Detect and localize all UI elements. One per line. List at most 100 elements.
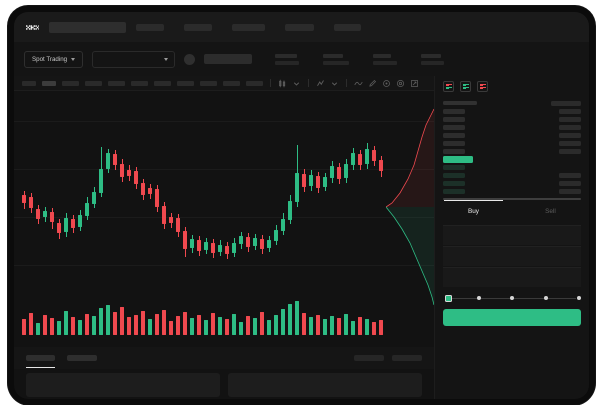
candle-body-10 [92,192,96,204]
bottom-tab-order-history[interactable] [67,355,97,361]
price-chart[interactable] [14,91,434,347]
volume-bar-46 [344,314,348,335]
candle-body-27 [211,243,215,253]
global-search-input[interactable] [49,21,126,33]
fullscreen-icon[interactable] [410,79,419,88]
settings-icon[interactable] [396,79,405,88]
candlestick-series [14,91,434,291]
gridline-0 [14,121,434,122]
orderbook-layout-asks-icon[interactable] [477,81,488,92]
order-field-price[interactable] [443,225,581,245]
magnet-icon[interactable] [382,79,391,88]
percent-slider-node-50[interactable] [510,296,514,301]
timeframe-10[interactable] [223,80,240,86]
volume-bar-9 [85,314,89,335]
percent-slider-node-100[interactable] [577,296,581,301]
orderbook-ask-row-1[interactable] [443,115,581,123]
timeframe-3[interactable] [62,80,79,86]
orderbook-ask-row-3[interactable] [443,131,581,139]
orderbook-spread-row-left [443,155,473,163]
bottom-action-2[interactable] [392,355,422,361]
orderbook-ask-row-4-right [559,140,581,146]
orderbook-layout-asks-icon-bar-3 [479,88,484,90]
candle-body-7 [71,219,75,228]
indicators-icon[interactable] [316,79,325,88]
candle-body-21 [169,217,173,223]
order-book[interactable] [435,96,589,195]
orderbook-bid-row-1-right [559,172,581,178]
volume-bar-39 [295,301,299,335]
timeframe-5[interactable] [108,80,125,86]
candle-body-40 [302,174,306,187]
nav-item-3[interactable] [232,23,265,31]
bottom-panel-right[interactable] [228,373,422,397]
ticker-bar: Spot Trading [14,42,589,76]
timeframe-2[interactable] [42,80,56,86]
timeframe-1[interactable] [22,80,36,86]
trading-mode-dropdown[interactable]: Spot Trading [24,50,84,68]
orderbook-layout-both-icon[interactable] [443,81,454,92]
orderbook-ask-row-5-right [559,148,581,154]
timeframe-7[interactable] [154,80,171,86]
orderbook-bid-row-3[interactable] [443,187,581,195]
volume-bar-43 [323,319,327,335]
nav-item-1[interactable] [136,23,164,31]
order-field-amount[interactable] [443,246,581,266]
line-tool-icon[interactable] [354,79,363,88]
orderbook-layout-switcher [435,76,589,96]
nav-item-4[interactable] [285,23,314,31]
timeframe-8[interactable] [177,80,194,86]
candle-body-38 [288,201,292,220]
timeframe-4[interactable] [85,80,102,86]
orderbook-header-left [443,100,477,106]
timeframe-11[interactable] [246,80,263,86]
bottom-action-1[interactable] [354,355,384,361]
orderbook-spread-row[interactable] [443,155,581,163]
order-field-total[interactable] [443,267,581,287]
orderbook-bid-row-0[interactable] [443,163,581,171]
tab-sell[interactable]: Sell [512,202,589,220]
orderbook-ask-row-2[interactable] [443,123,581,131]
orderbook-ask-row-4[interactable] [443,139,581,147]
volume-bar-12 [106,305,110,335]
pencil-icon[interactable] [368,79,377,88]
volume-bar-31 [239,322,243,335]
orderbook-layout-bids-icon[interactable] [460,81,471,92]
bottom-panel-left[interactable] [26,373,220,397]
bottom-tab-open-orders[interactable] [26,355,55,368]
orderbook-layout-both-icon-bar-3 [445,88,450,90]
toolbar-divider [308,79,309,87]
orderbook-bid-row-1[interactable] [443,171,581,179]
volume-bar-13 [113,312,117,335]
submit-order-button[interactable] [443,309,581,326]
candlestick-type-icon[interactable] [278,79,287,88]
pair-selector-dropdown[interactable] [92,50,176,68]
percent-slider-node-25[interactable] [476,296,481,301]
percent-slider-node-75[interactable] [543,296,548,301]
orderbook-layout-bids-icon-bar-3 [462,88,467,90]
tab-buy[interactable]: Buy [435,200,512,220]
orderbook-bid-row-2[interactable] [443,179,581,187]
volume-bar-7 [71,317,75,335]
orderbook-scrollbar[interactable] [443,198,581,200]
volume-bar-49 [365,319,369,335]
nav-item-2[interactable] [184,23,212,31]
percent-slider-handle[interactable] [445,295,452,302]
stat-high-low-label [373,53,392,58]
orderbook-ask-row-5[interactable] [443,147,581,155]
chevron-down-icon[interactable] [292,79,301,88]
orderbook-header[interactable] [443,99,581,107]
candle-body-2 [36,209,40,219]
timeframe-9[interactable] [200,80,217,86]
stat-high-low [373,53,398,65]
okx-logo[interactable] [26,21,39,34]
nav-item-5[interactable] [334,23,361,31]
orderbook-ask-row-0[interactable] [443,107,581,115]
orders-tab-list [26,355,97,368]
timeframe-6[interactable] [131,80,148,86]
volume-bar-36 [274,315,278,335]
chevron-down-icon[interactable] [330,79,339,88]
percent-slider[interactable] [445,294,581,303]
orders-tab-bar [14,347,434,369]
